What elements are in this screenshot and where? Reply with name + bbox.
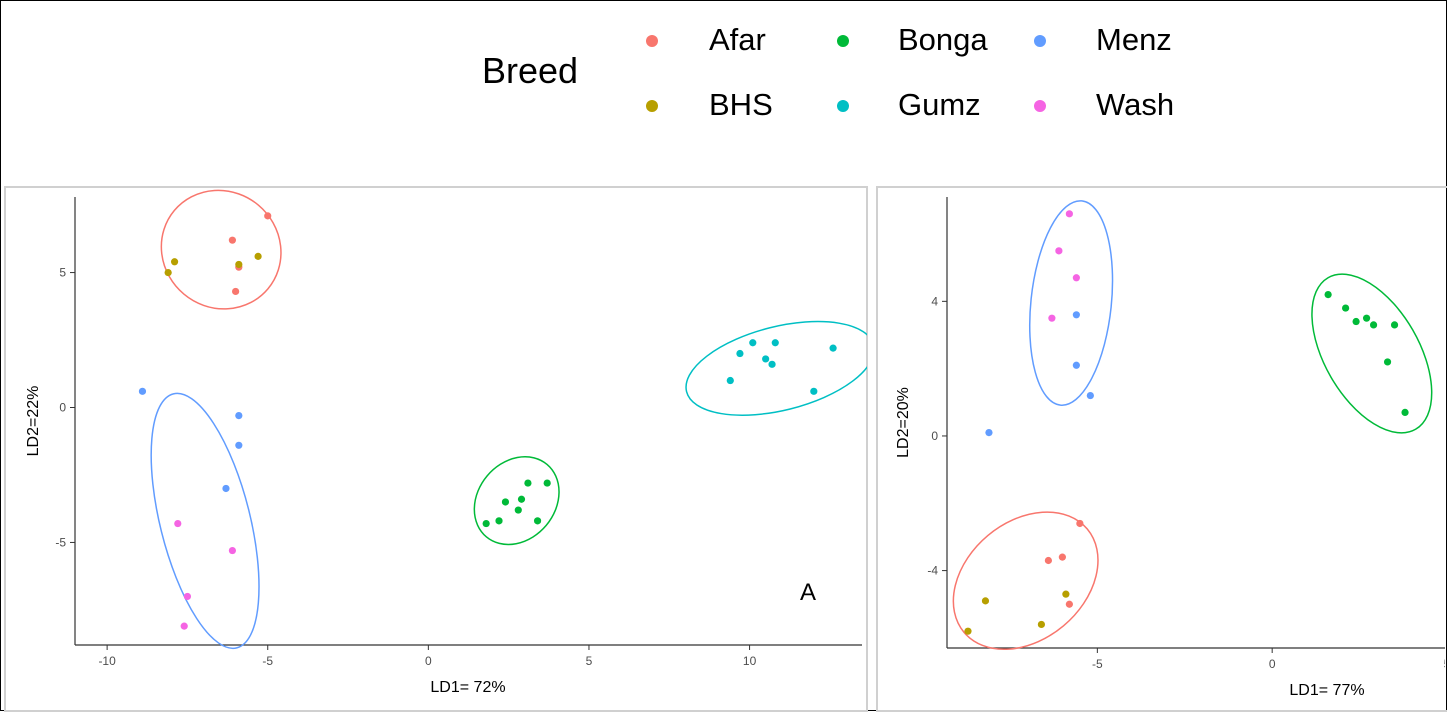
point-wash: [1072, 274, 1080, 282]
y-tick-label: -4: [927, 564, 938, 578]
x-tick-label: 0: [1269, 657, 1276, 671]
point-bonga: [1369, 321, 1378, 329]
ellipse-menz: [1028, 200, 1114, 406]
point-bonga: [514, 506, 522, 514]
point-bonga: [524, 479, 532, 487]
point-wash: [183, 592, 192, 601]
point-bhs: [981, 597, 990, 605]
y-tick-label: 4: [931, 294, 938, 308]
point-wash: [174, 519, 182, 528]
point-bhs: [1037, 620, 1046, 629]
point-afar: [1058, 553, 1066, 561]
x-tick-label: -5: [262, 654, 273, 668]
point-afar: [232, 287, 240, 296]
point-wash: [180, 622, 188, 630]
point-gumz: [829, 344, 837, 352]
x-tick-label: -10: [98, 654, 116, 668]
legend: Breed Afar Bonga Menz BHS Gumz Wash: [0, 0, 1447, 185]
point-wash: [228, 546, 236, 555]
legend-label-wash: Wash: [1096, 87, 1175, 122]
point-gumz: [768, 360, 776, 368]
y-tick-label: 5: [59, 266, 66, 280]
point-menz: [1086, 391, 1094, 400]
ellipse-bonga: [1311, 273, 1433, 434]
point-afar: [264, 212, 272, 220]
point-wash: [1065, 210, 1073, 218]
legend-label-menz: Menz: [1096, 22, 1172, 57]
point-bonga: [482, 519, 490, 528]
legend-title: Breed: [482, 50, 579, 91]
panel-a-annotation: A: [800, 579, 816, 606]
point-wash: [1048, 314, 1056, 322]
legend-dot-afar: [646, 35, 658, 47]
ellipse-afar: [952, 511, 1099, 651]
y-tick-label: 0: [931, 429, 938, 443]
panel-b-y-axis-title: LD2=20%: [895, 387, 912, 458]
point-bonga: [1362, 314, 1371, 322]
point-menz: [1072, 311, 1080, 319]
ellipse-bonga: [473, 456, 560, 546]
point-bhs: [964, 627, 972, 635]
point-gumz: [749, 339, 757, 347]
point-bonga: [1383, 358, 1392, 366]
legend-label-bonga: Bonga: [898, 22, 988, 57]
legend-label-afar: Afar: [709, 22, 766, 57]
point-wash: [1055, 247, 1063, 255]
legend-dot-wash: [1034, 100, 1046, 112]
x-tick-label: 5: [586, 654, 593, 668]
point-bonga: [1390, 321, 1399, 329]
panel-a-y-axis-title: LD2=22%: [25, 386, 42, 457]
point-menz: [138, 387, 147, 395]
point-bonga: [517, 495, 526, 503]
ellipse-menz: [150, 392, 260, 650]
point-menz: [1072, 361, 1080, 369]
panel-b-plot: -5 0 5 -4 0 4 LD1= 77% LD2=20%: [895, 197, 1447, 699]
y-tick-label: 0: [59, 401, 66, 415]
x-tick-label: -5: [1092, 657, 1103, 671]
panel-a-plot: -10 -5 0 5 10 -5 0 5 LD1= 72% LD2=22% A: [25, 189, 867, 696]
point-bonga: [1324, 291, 1332, 299]
point-afar: [1076, 519, 1084, 528]
legend-label-gumz: Gumz: [898, 87, 981, 122]
point-menz: [235, 412, 243, 420]
point-bonga: [1401, 408, 1409, 417]
point-menz: [222, 484, 230, 493]
point-gumz: [736, 349, 744, 358]
x-tick-label: 10: [743, 654, 757, 668]
point-bonga: [495, 517, 503, 525]
point-menz: [985, 428, 993, 437]
point-bhs: [164, 268, 172, 277]
legend-dot-gumz: [837, 100, 849, 112]
panel-b-x-axis-title: LD1= 77%: [1289, 682, 1364, 699]
y-tick-label: -5: [55, 535, 66, 549]
point-menz: [235, 441, 243, 449]
ellipse-gumz: [685, 320, 867, 416]
point-bhs: [235, 260, 243, 269]
legend-dot-menz: [1034, 35, 1046, 47]
point-afar: [228, 236, 236, 244]
point-bonga: [543, 479, 551, 487]
ellipse-afar: [160, 189, 282, 310]
point-gumz: [762, 355, 770, 363]
x-tick-label: 0: [425, 654, 432, 668]
point-bonga: [533, 517, 542, 525]
point-bonga: [501, 498, 510, 506]
legend-dot-bonga: [837, 35, 849, 47]
point-bhs: [170, 258, 179, 266]
point-afar: [1044, 556, 1052, 565]
panel-a-x-axis-title: LD1= 72%: [430, 679, 505, 696]
point-afar: [1065, 600, 1073, 608]
x-tick-label: 5: [1444, 657, 1447, 671]
legend-label-bhs: BHS: [709, 87, 773, 122]
legend-dot-bhs: [646, 100, 658, 112]
point-bhs: [254, 252, 262, 260]
point-bonga: [1352, 317, 1360, 326]
point-gumz: [726, 376, 734, 385]
point-bonga: [1342, 304, 1350, 312]
point-gumz: [810, 387, 818, 395]
point-gumz: [771, 339, 779, 347]
point-bhs: [1062, 590, 1070, 598]
